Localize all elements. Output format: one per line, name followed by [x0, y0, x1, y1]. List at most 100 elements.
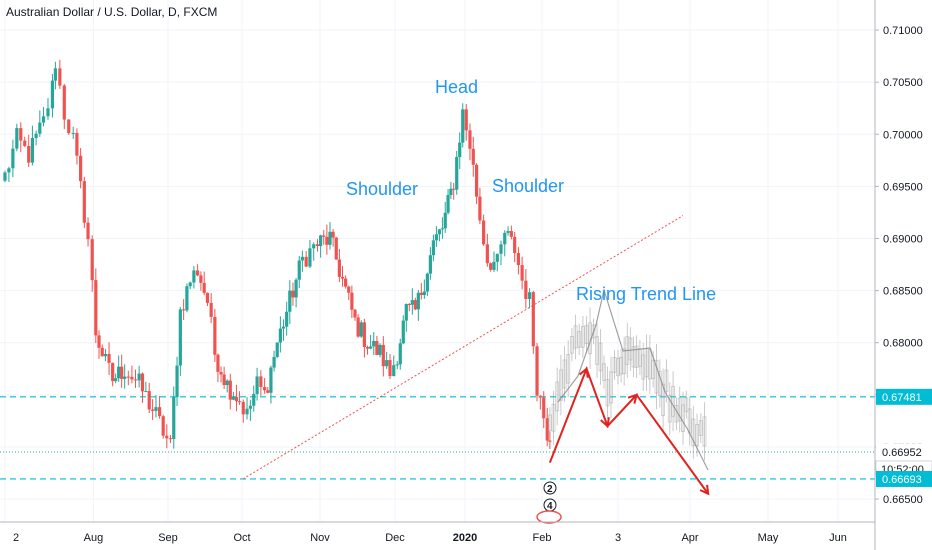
x-tick-label: Sep: [158, 532, 178, 544]
candle-body: [328, 231, 332, 245]
symbol-title: Australian Dollar / U.S. Dollar, D, FXCM: [6, 5, 218, 19]
annotation-trend-line: Rising Trend Line: [576, 284, 717, 304]
candle-body: [11, 148, 15, 169]
candle-body: [114, 378, 118, 382]
x-tick-label: 2: [13, 532, 19, 544]
candle-body: [319, 235, 323, 247]
candle-body: [474, 164, 479, 197]
candle-body: [97, 335, 101, 348]
candle-body: [468, 130, 472, 149]
projection-candle-body: [584, 324, 589, 345]
candle-body: [300, 256, 304, 261]
candle-body: [209, 302, 213, 317]
candle-body: [90, 239, 94, 281]
event-badge-top[interactable]: [543, 481, 557, 495]
candle-body: [385, 360, 389, 367]
candle-body: [154, 407, 158, 411]
candle-body: [263, 387, 267, 391]
candle-body: [527, 292, 532, 299]
y-tick-label: 0.69500: [883, 181, 923, 193]
candle-body: [38, 122, 42, 134]
candle-body: [100, 347, 104, 357]
candle-body: [248, 405, 252, 409]
candle-body: [485, 244, 489, 264]
candle-body: [157, 407, 162, 417]
candle-body: [506, 231, 510, 233]
projection-candle-body: [698, 420, 703, 436]
candle-body: [213, 316, 217, 355]
x-tick-label: Oct: [233, 532, 250, 544]
projection-candle-body: [657, 370, 662, 396]
candle-body: [548, 440, 552, 442]
y-tick-label: 0.68500: [883, 286, 923, 298]
projection-candle-body: [695, 423, 699, 447]
event-badge-top-label: 2: [547, 484, 553, 495]
candle-body: [165, 435, 169, 439]
y-tick-label: 0.70500: [883, 77, 923, 89]
candle-body: [304, 256, 308, 267]
candle-body: [492, 261, 496, 270]
projection-candle-body: [569, 336, 574, 354]
current-price-tag: 0.66952: [882, 447, 922, 459]
candle-body: [222, 374, 226, 386]
x-tick-label: 3: [615, 532, 621, 544]
forecast-arrow-head: [579, 366, 589, 378]
candle-body: [188, 282, 192, 287]
candle-body: [216, 354, 220, 372]
event-badge-bottom-label: 4: [547, 501, 553, 512]
candle-body: [365, 346, 370, 349]
y-tick-label: 0.71000: [883, 25, 923, 37]
candle-body: [350, 292, 354, 310]
projection-path: [557, 287, 709, 471]
candle-body: [151, 409, 155, 411]
forecast-arrow-head: [627, 393, 639, 404]
candle-body: [531, 292, 535, 347]
candle-body: [161, 416, 165, 436]
candle-body: [524, 280, 528, 299]
y-tick-label: 0.66500: [883, 494, 923, 506]
candle-body: [416, 292, 420, 310]
candle-body: [294, 279, 298, 298]
candle-body: [291, 290, 295, 298]
x-tick-label: Aug: [84, 532, 104, 544]
projection-candle-body: [664, 369, 669, 393]
candle-body: [175, 365, 179, 398]
candle-body: [234, 397, 239, 402]
candle-body: [331, 231, 335, 238]
candle-body: [111, 362, 115, 382]
projection-candle-body: [612, 357, 617, 373]
x-tick-label: Dec: [385, 532, 405, 544]
candle-body: [353, 309, 357, 318]
candle-body: [27, 145, 31, 163]
x-tick-label: Apr: [681, 532, 698, 544]
candle-body: [428, 255, 432, 274]
rising-trend-line[interactable]: [242, 215, 684, 480]
candle-body: [259, 376, 263, 388]
candle-body: [362, 322, 366, 347]
candle-body: [130, 376, 134, 380]
candle-body: [378, 344, 382, 355]
candle-body: [495, 253, 499, 262]
candle-body: [245, 408, 249, 415]
current-price-tag-bg: [876, 443, 932, 460]
candle-body: [140, 373, 145, 392]
candle-body: [410, 300, 414, 305]
candle-body: [172, 397, 176, 440]
projection-candle-body: [558, 369, 563, 401]
candle-body: [375, 340, 379, 355]
candle-body: [325, 236, 329, 245]
projection-candle-body: [555, 381, 560, 412]
candle-body: [312, 244, 316, 249]
candle-body: [509, 231, 513, 237]
candle-body: [381, 344, 385, 367]
candle-body: [62, 85, 66, 120]
candle-body: [53, 68, 57, 81]
candle-body: [269, 367, 273, 393]
candle-body: [413, 300, 417, 310]
forecast-arrow-head: [699, 484, 710, 496]
candle-body: [185, 286, 189, 311]
candle-body: [419, 292, 423, 296]
candle-body: [344, 278, 348, 287]
candle-body: [241, 401, 245, 415]
